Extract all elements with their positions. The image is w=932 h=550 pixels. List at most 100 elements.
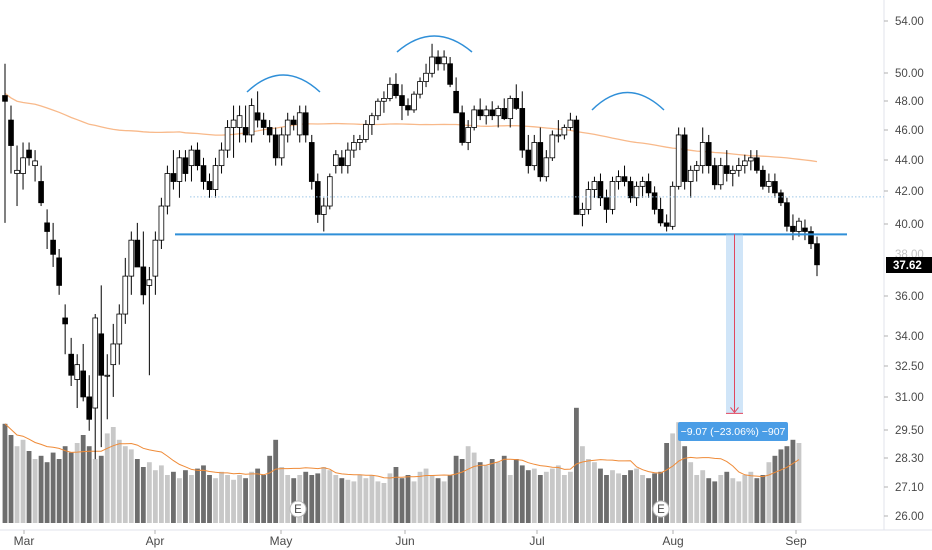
candle-body (339, 157, 345, 167)
candle-body (579, 208, 586, 215)
volume-bar (495, 462, 501, 523)
candle-body (206, 181, 213, 190)
volume-bar (164, 475, 170, 523)
volume-bar (706, 478, 712, 523)
volume-bar (592, 462, 597, 523)
volume-bar (778, 449, 784, 523)
pattern-arc-right-shoulder[interactable] (591, 91, 665, 111)
volume-bar (146, 462, 152, 523)
time-axis[interactable]: Mar Apr May Jun Jul Aug Sep (14, 530, 807, 548)
candle-body (176, 157, 183, 182)
volume-bar (297, 475, 303, 523)
volume-bar (525, 470, 531, 523)
candle-body (242, 127, 249, 136)
candle-body (50, 239, 56, 255)
measure-arrow-head (730, 407, 739, 414)
volume-bar (465, 446, 471, 523)
volume-bar (2, 423, 8, 523)
candle-body (248, 105, 255, 136)
candle-body (224, 127, 231, 151)
volume-bar (598, 468, 603, 523)
volume-bar (189, 475, 194, 523)
volume-bar (231, 479, 236, 523)
pattern-arc-head[interactable] (396, 35, 473, 53)
volume-bar (38, 455, 44, 523)
candle-body (80, 370, 87, 398)
volume-bar (640, 475, 645, 523)
price-tick-label: 36.00 (895, 291, 924, 303)
earnings-marker-icon[interactable] (289, 500, 307, 518)
candle-body (260, 119, 267, 128)
candle-body (621, 176, 628, 182)
volume-bar (195, 468, 200, 523)
volume-bar (700, 470, 706, 523)
candle-body (748, 157, 754, 162)
volume-bar (86, 446, 92, 523)
candle-body (134, 239, 141, 268)
candle-body (92, 317, 99, 409)
price-tick-label: 50.00 (895, 68, 924, 80)
candle-body (158, 205, 165, 241)
candle-body (790, 225, 796, 232)
price-axis[interactable]: 54.00 50.00 48.00 46.00 44.00 42.00 40.00 36.00… (884, 16, 932, 523)
volume-bar (543, 471, 549, 523)
candle-body (459, 112, 465, 143)
candle-body (736, 165, 742, 171)
time-tick-label: Sep (785, 534, 807, 548)
volume-bar (393, 467, 399, 523)
volume-bar (177, 478, 182, 523)
candle-body (302, 112, 309, 136)
candle-body (699, 142, 706, 167)
pattern-arc-left-shoulder[interactable] (246, 74, 321, 93)
candle-body (146, 279, 153, 286)
volume-bar (357, 475, 363, 523)
volume-bar (658, 471, 664, 523)
candle-body (772, 181, 778, 194)
time-tick-label: Jun (395, 534, 414, 548)
candle-body (633, 185, 640, 199)
volume-bar (664, 443, 670, 523)
candle-body (429, 56, 435, 74)
measure-label-bg (678, 422, 788, 441)
volume-bar (14, 446, 20, 523)
candle-body (519, 108, 526, 151)
volume-bar (574, 407, 579, 523)
volume-bar (116, 439, 122, 523)
candle-body (808, 231, 814, 245)
volume-bar (20, 439, 26, 523)
candle-body (802, 227, 808, 232)
candle-body (597, 181, 604, 199)
drawing-overlays[interactable]: −9.07 (−23.06%) −907 E E (175, 35, 884, 518)
earnings-marker-icon[interactable] (652, 500, 670, 518)
price-tick-label: 46.00 (895, 125, 924, 137)
volume-bar (98, 455, 104, 523)
volume-bar (447, 475, 453, 523)
last-price-tag[interactable] (886, 257, 932, 273)
candle-body (333, 154, 339, 167)
candle-body (2, 95, 8, 102)
volume-bar (110, 427, 116, 523)
candle-body (128, 239, 135, 277)
price-tick-label: 40.00 (895, 219, 924, 231)
volume-bar (387, 473, 393, 523)
volume-bar (399, 478, 405, 523)
volume-bar (784, 446, 790, 523)
candle-body (8, 119, 14, 146)
candle-body (218, 149, 225, 167)
volume-bar (339, 478, 345, 523)
volume-bar (273, 439, 279, 523)
volume-bar (80, 435, 86, 523)
volume-bar (580, 446, 585, 523)
volume-bar (712, 481, 718, 523)
candle-body (453, 90, 459, 114)
candle-body (212, 165, 219, 190)
price-tick-label: 44.00 (895, 155, 924, 167)
candle-body (417, 81, 423, 95)
volume-bar (628, 470, 633, 523)
candle-body (74, 364, 80, 380)
candle-body (729, 169, 736, 174)
volume-bar (267, 455, 273, 523)
volume-bar (369, 475, 375, 523)
